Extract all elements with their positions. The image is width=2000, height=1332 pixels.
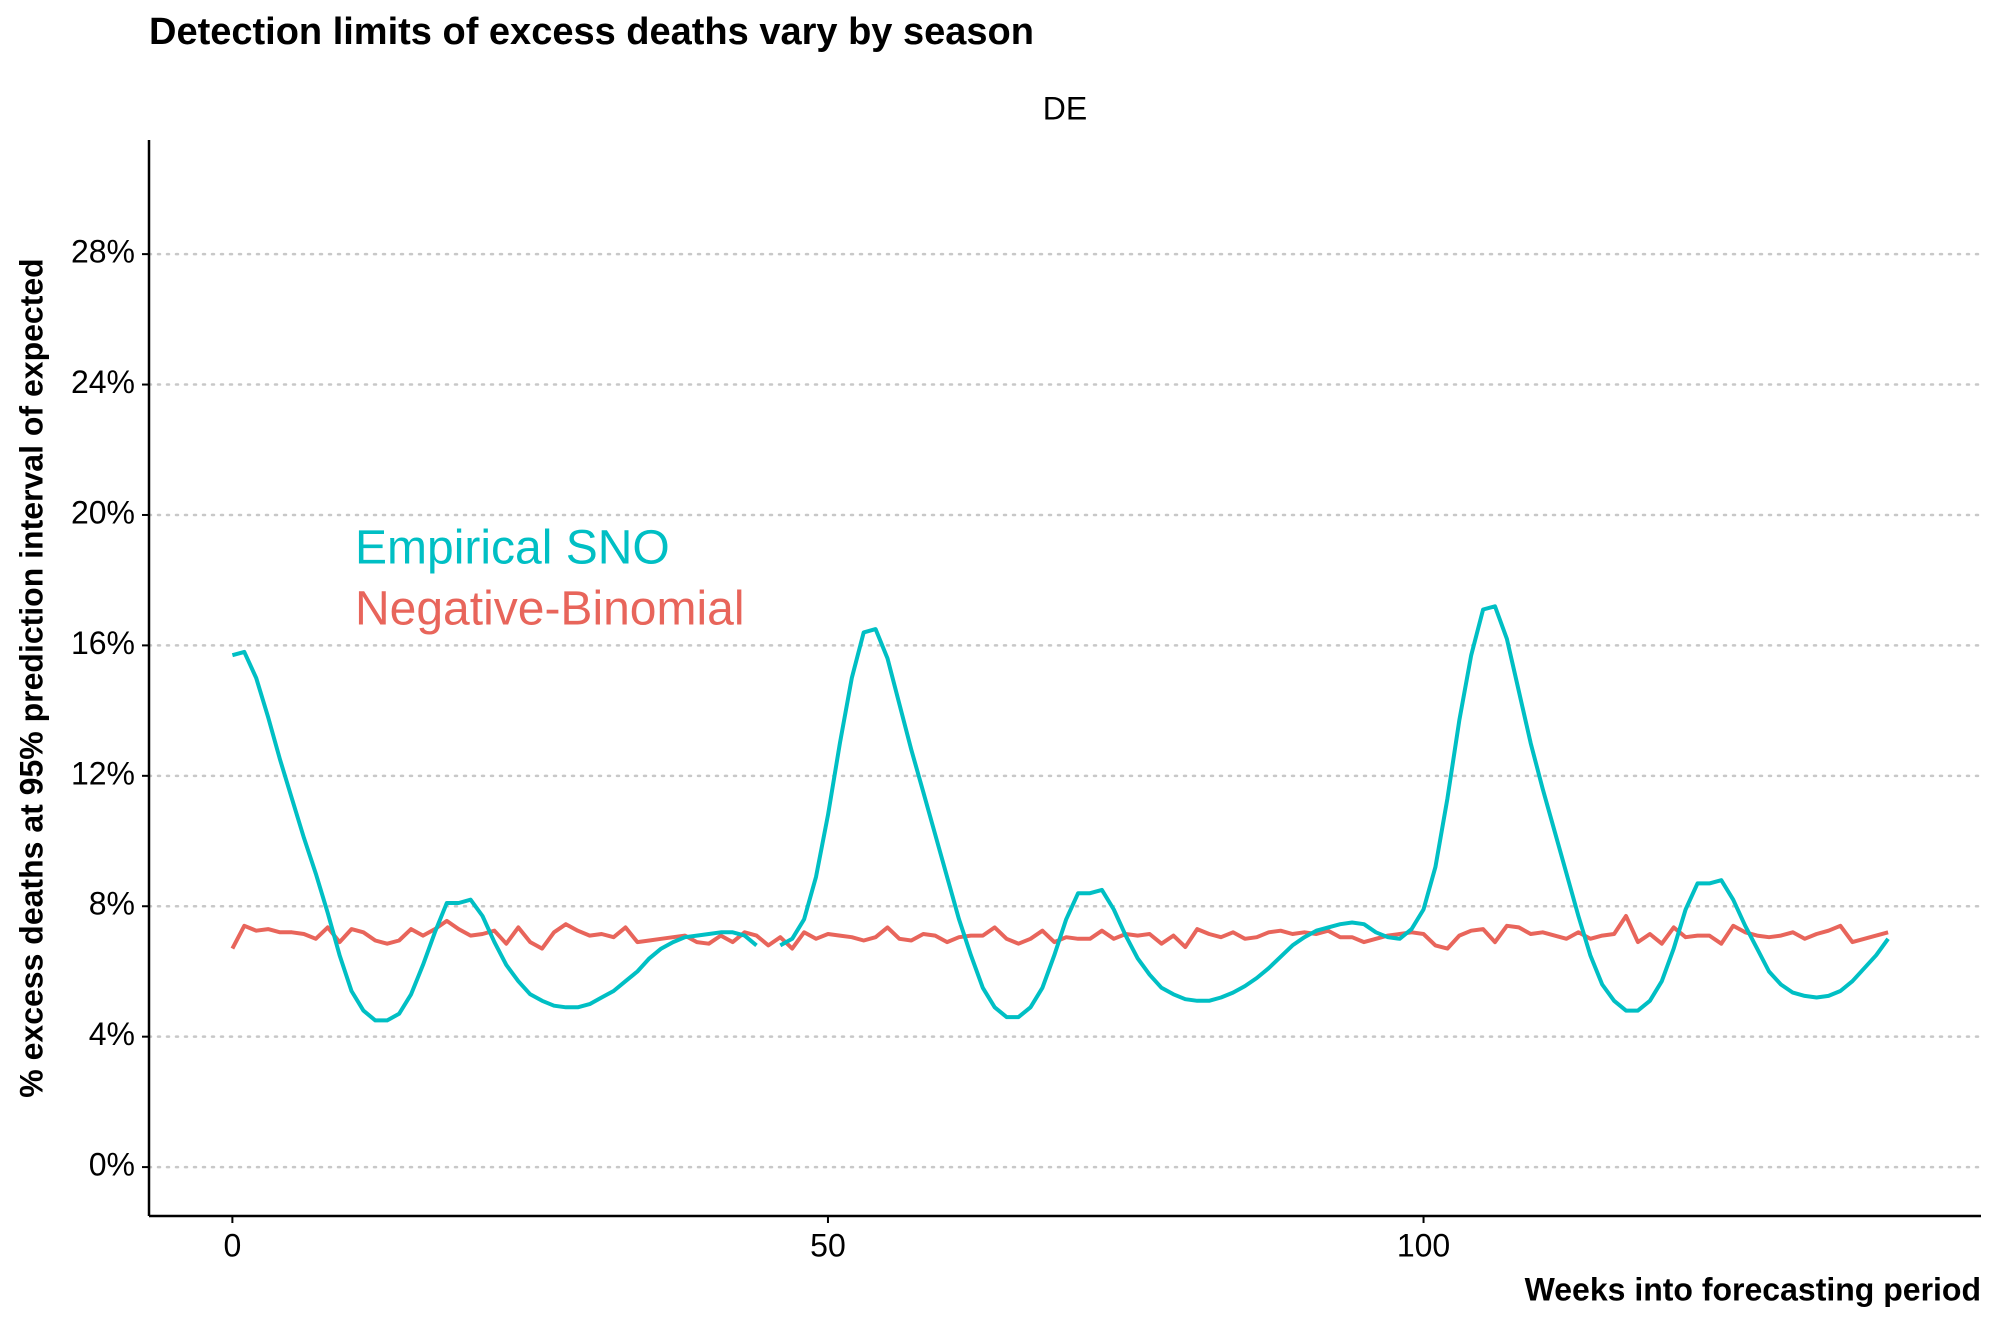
y-tick-label: 0% <box>89 1147 135 1183</box>
x-tick-label: 100 <box>1397 1227 1450 1263</box>
y-tick-label: 8% <box>89 886 135 922</box>
legend-label: Negative-Binomial <box>355 583 745 636</box>
y-tick-label: 16% <box>71 625 135 661</box>
series-line <box>231 604 1890 1023</box>
legend-label: Empirical SNO <box>355 522 670 575</box>
x-axis-title: Weeks into forecasting period <box>1525 1271 1981 1307</box>
x-tick-label: 0 <box>223 1227 241 1263</box>
y-tick-label: 12% <box>71 755 135 791</box>
chart-title: Detection limits of excess deaths vary b… <box>149 11 1034 53</box>
y-axis-title: % excess deaths at 95% prediction interv… <box>13 258 49 1097</box>
y-tick-label: 20% <box>71 494 135 530</box>
y-tick-label: 24% <box>71 364 135 400</box>
y-tick-label: 28% <box>71 234 135 270</box>
x-tick-label: 50 <box>810 1227 846 1263</box>
facet-label: DE <box>1043 90 1087 126</box>
y-tick-label: 4% <box>89 1016 135 1052</box>
